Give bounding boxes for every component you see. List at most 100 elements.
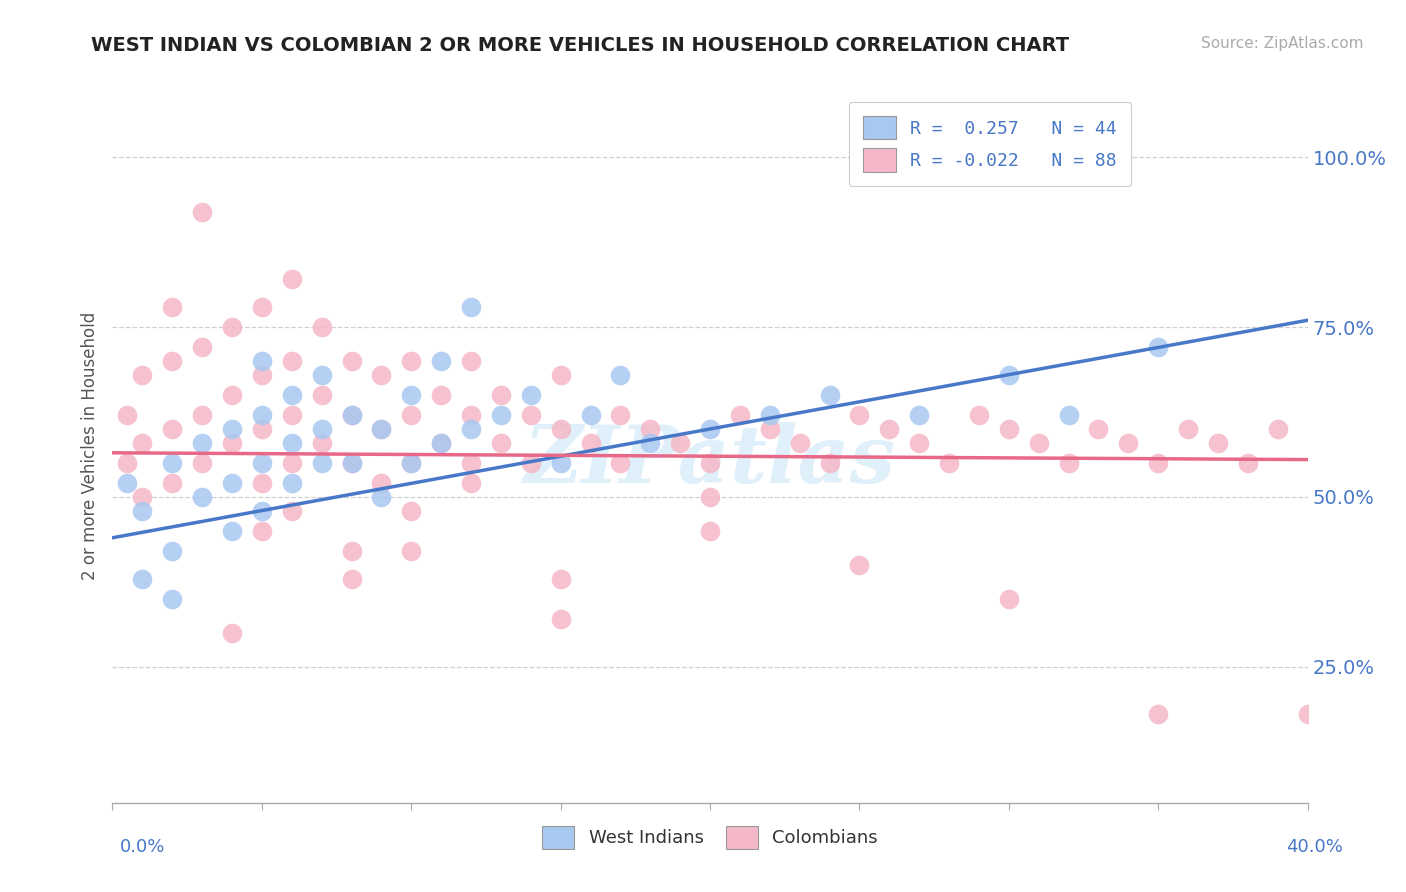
Point (699, 456, 721, 470)
Point (460, 456, 482, 470)
Point (699, 422, 721, 436)
Point (489, 388, 512, 402)
Point (401, 503, 423, 517)
Point (340, 354, 363, 368)
Point (191, 204, 214, 219)
Point (311, 435, 333, 450)
Point (162, 422, 183, 436)
Point (1296, 707, 1319, 722)
Point (759, 422, 782, 436)
Point (938, 456, 960, 470)
Point (162, 476, 183, 491)
Point (401, 409, 423, 423)
Point (848, 558, 870, 572)
Point (1177, 422, 1199, 436)
Point (131, 490, 153, 504)
Point (117, 409, 139, 423)
Point (550, 456, 572, 470)
Point (281, 435, 304, 450)
Point (550, 612, 572, 626)
Legend: West Indians, Colombians: West Indians, Colombians (533, 817, 887, 858)
Point (311, 388, 333, 402)
Point (489, 409, 512, 423)
Text: ZIPatlas: ZIPatlas (524, 422, 896, 499)
Point (131, 503, 153, 517)
Point (401, 456, 423, 470)
Point (669, 435, 692, 450)
Point (1206, 435, 1229, 450)
Point (250, 422, 273, 436)
Point (401, 544, 423, 558)
Point (311, 320, 333, 334)
Point (430, 388, 453, 402)
Point (311, 368, 333, 382)
Point (281, 456, 304, 470)
Point (609, 409, 631, 423)
Point (728, 409, 751, 423)
Point (489, 435, 512, 450)
Point (162, 456, 183, 470)
Point (250, 456, 273, 470)
Point (281, 409, 304, 423)
Point (430, 354, 453, 368)
Point (117, 476, 139, 491)
Point (221, 422, 243, 436)
Text: 40.0%: 40.0% (1286, 838, 1343, 856)
Point (117, 456, 139, 470)
Point (281, 388, 304, 402)
Point (460, 422, 482, 436)
Text: WEST INDIAN VS COLOMBIAN 2 OR MORE VEHICLES IN HOUSEHOLD CORRELATION CHART: WEST INDIAN VS COLOMBIAN 2 OR MORE VEHIC… (91, 36, 1070, 54)
Point (162, 591, 183, 606)
Point (221, 388, 243, 402)
Point (1057, 456, 1080, 470)
Point (1147, 341, 1170, 355)
Point (340, 456, 363, 470)
Point (250, 300, 273, 314)
Point (370, 368, 392, 382)
Point (340, 409, 363, 423)
Point (340, 409, 363, 423)
Point (1087, 422, 1109, 436)
Point (250, 476, 273, 491)
Point (1057, 409, 1080, 423)
Point (401, 354, 423, 368)
Point (131, 435, 153, 450)
Point (430, 435, 453, 450)
Point (430, 435, 453, 450)
Point (460, 409, 482, 423)
Point (640, 435, 662, 450)
Point (131, 368, 153, 382)
Point (162, 544, 183, 558)
Point (579, 435, 602, 450)
Point (998, 422, 1021, 436)
Point (1147, 456, 1170, 470)
Point (609, 368, 631, 382)
Point (370, 422, 392, 436)
Point (520, 456, 543, 470)
Point (1237, 456, 1260, 470)
Point (250, 524, 273, 538)
Point (818, 456, 841, 470)
Point (162, 354, 183, 368)
Point (191, 490, 214, 504)
Point (908, 409, 931, 423)
Point (401, 456, 423, 470)
Point (221, 435, 243, 450)
Point (460, 476, 482, 491)
Point (370, 476, 392, 491)
Point (998, 591, 1021, 606)
Point (281, 503, 304, 517)
Point (1118, 435, 1140, 450)
Point (818, 388, 841, 402)
Point (609, 456, 631, 470)
Point (789, 435, 811, 450)
Point (340, 572, 363, 586)
Point (401, 388, 423, 402)
Point (640, 422, 662, 436)
Point (370, 422, 392, 436)
Point (1267, 422, 1289, 436)
Point (967, 409, 990, 423)
Point (191, 341, 214, 355)
Point (998, 368, 1021, 382)
Y-axis label: 2 or more Vehicles in Household: 2 or more Vehicles in Household (80, 312, 98, 580)
